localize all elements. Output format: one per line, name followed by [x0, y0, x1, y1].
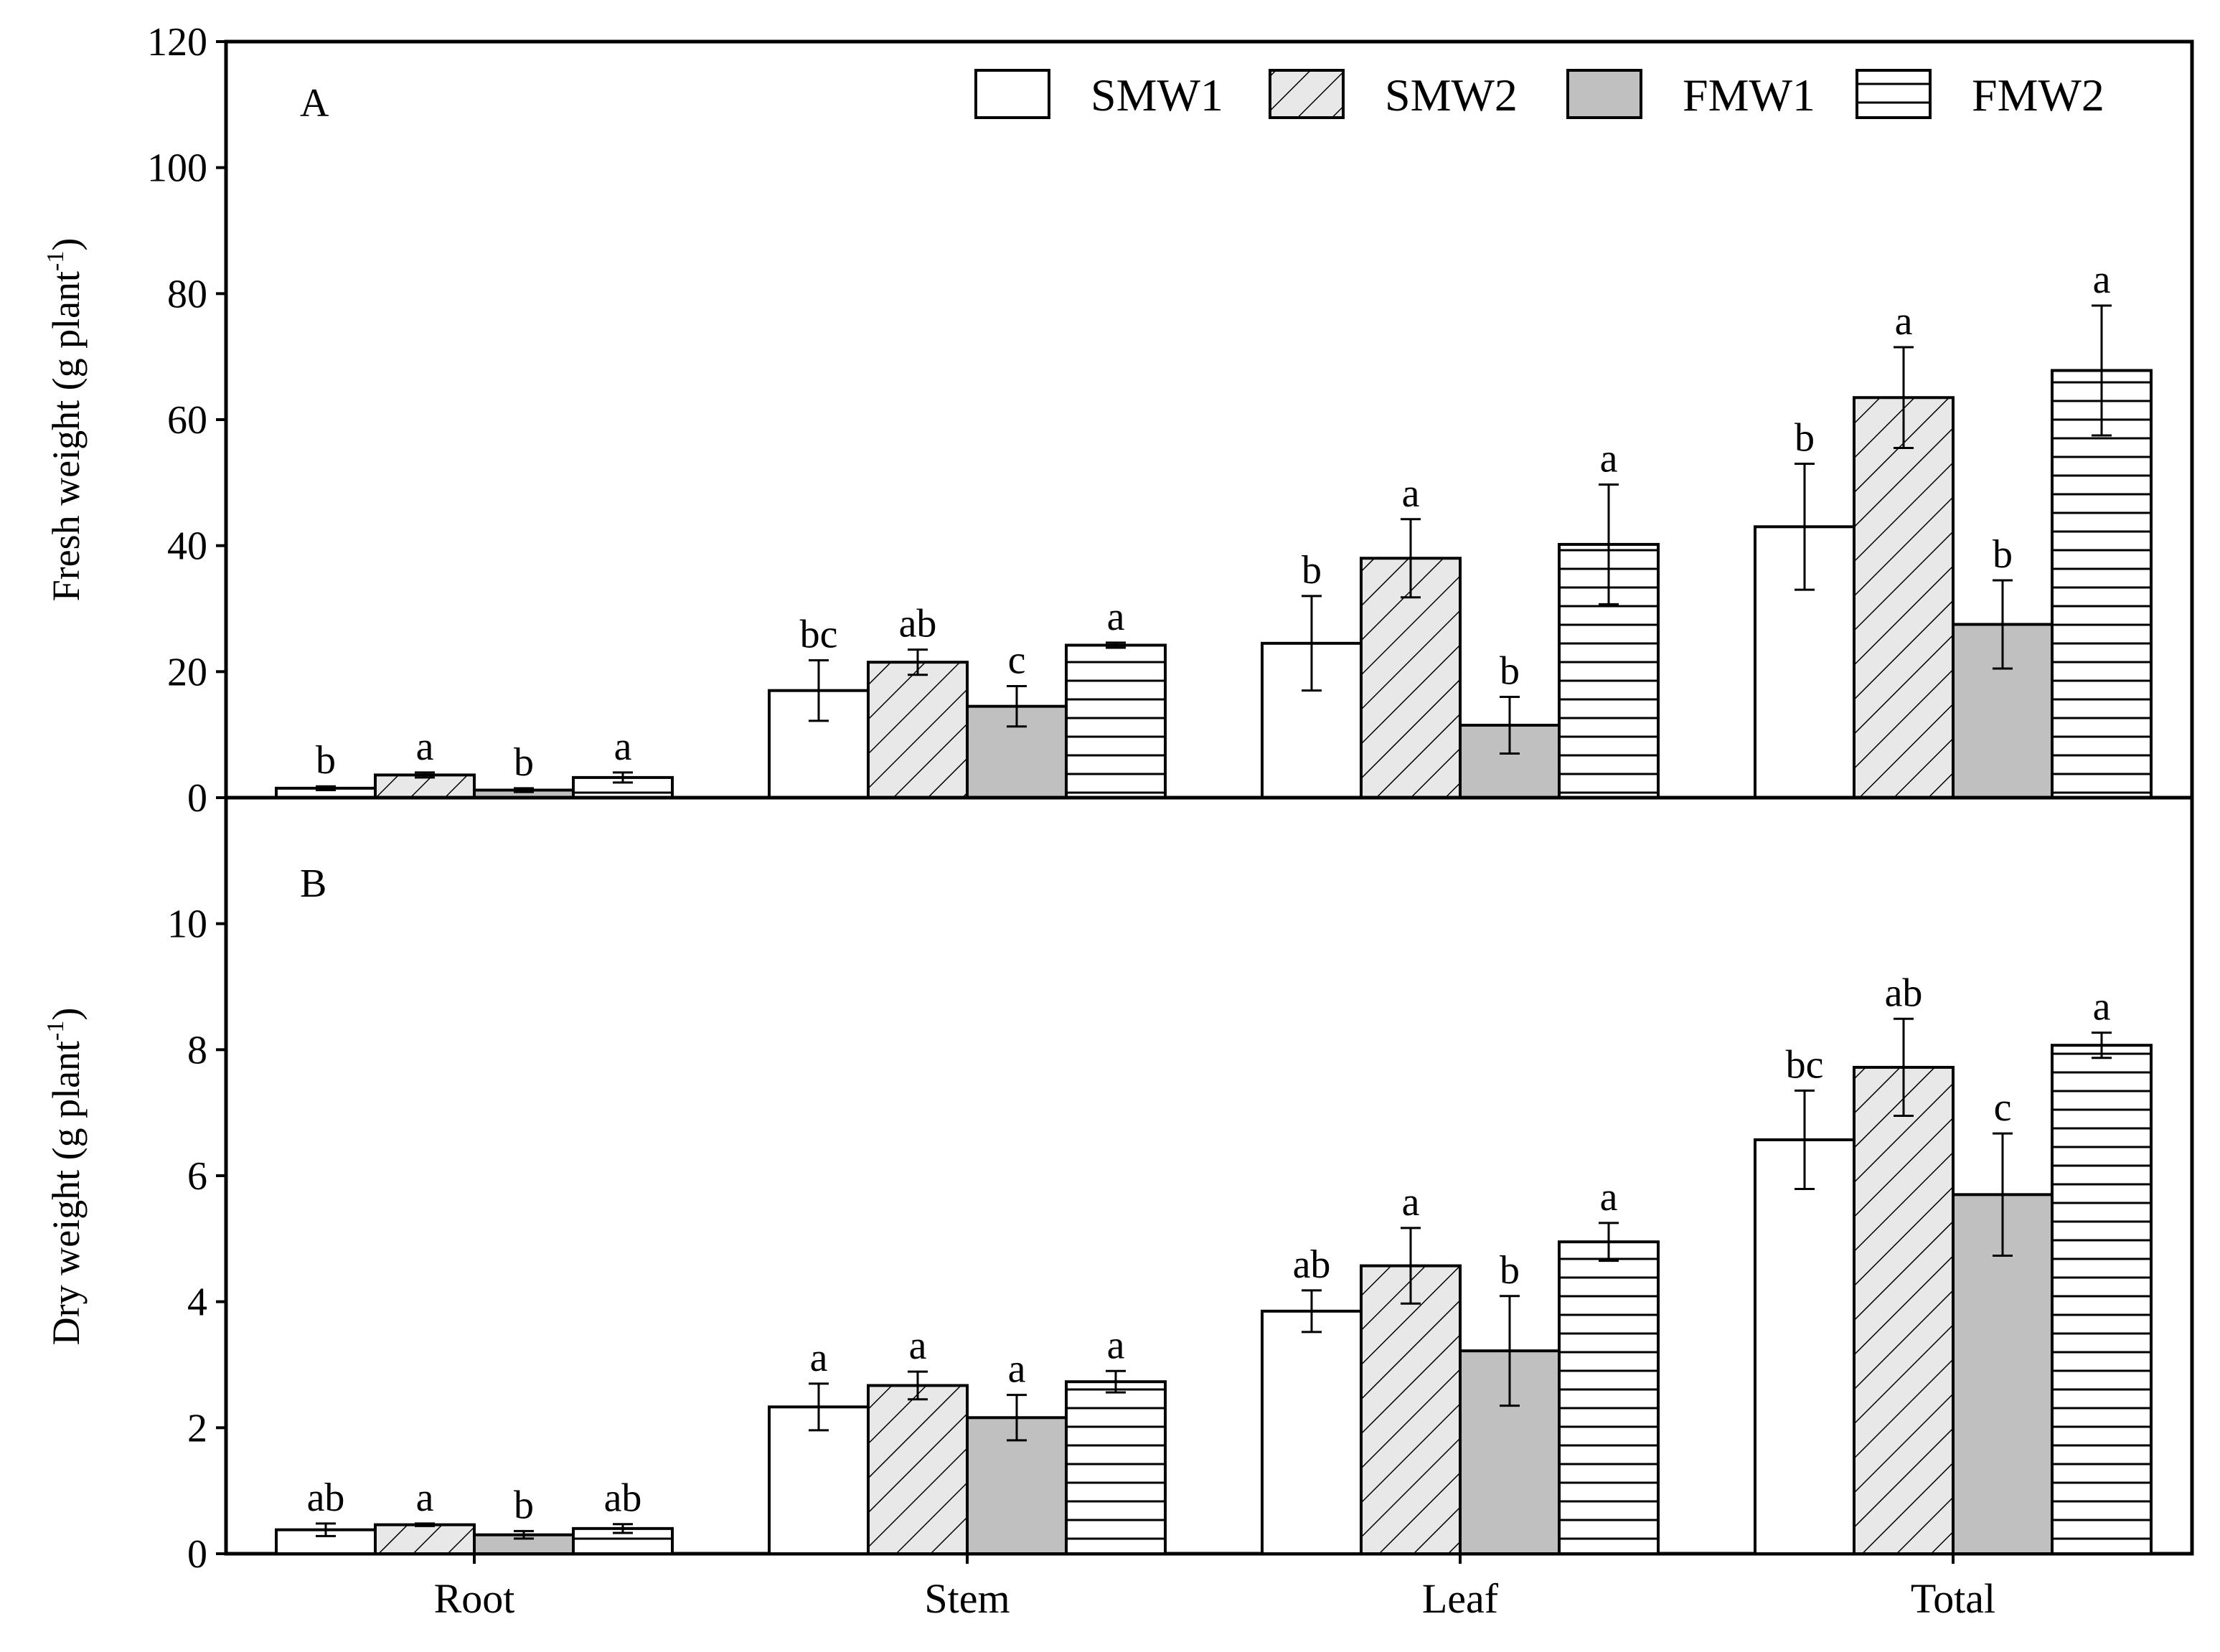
x-category-label-total: Total: [1911, 1575, 1995, 1622]
significance-letter: a: [1600, 436, 1618, 481]
bar-smw1-total: [1754, 1138, 1856, 1556]
legend-swatch-smw1: [974, 69, 1050, 119]
bar-smw2-stem: [867, 661, 969, 799]
y-tick-label: 100: [147, 146, 207, 191]
x-category-label-leaf: Leaf: [1422, 1575, 1499, 1622]
x-category-label-root: Root: [434, 1575, 515, 1622]
significance-letter: bc: [800, 613, 838, 657]
significance-letter: c: [1994, 1085, 2012, 1130]
panel-b-y-axis-label-close: ): [44, 1008, 88, 1021]
legend-label-smw1: SMW1: [1091, 70, 1223, 121]
bar-fmw2-stem: [1065, 1380, 1167, 1555]
y-tick-label: 20: [167, 650, 207, 694]
significance-letter: b: [1302, 548, 1322, 593]
panel-a-y-ticks: 0 20 40 60 80 100 120: [147, 20, 226, 821]
bar-fmw2-total: [2051, 1044, 2153, 1556]
significance-letter: a: [2093, 985, 2111, 1029]
bar-smw2-total: [1853, 1065, 1955, 1555]
significance-letter: ab: [604, 1476, 642, 1521]
x-category-label-stem: Stem: [924, 1575, 1010, 1622]
significance-letter: a: [1107, 1323, 1125, 1367]
significance-letter: a: [810, 1336, 828, 1380]
legend-swatch-fmw2: [1856, 69, 1932, 119]
panel-b-y-axis-label-main: Dry weight (g plant: [44, 1041, 88, 1345]
significance-letter: a: [1107, 595, 1125, 639]
legend-label-smw2: SMW2: [1385, 70, 1518, 121]
significance-letter: a: [416, 1476, 434, 1520]
legend: SMW1 SMW2 FMW1 FMW2: [974, 69, 2104, 121]
significance-letter: a: [1600, 1175, 1618, 1219]
bar-smw1-stem: [768, 1405, 870, 1556]
significance-letter: ab: [307, 1476, 345, 1520]
y-tick-label: 2: [187, 1406, 207, 1450]
y-tick-label: 4: [187, 1280, 207, 1325]
y-tick-label: 8: [187, 1028, 207, 1072]
significance-letter: b: [1795, 415, 1815, 460]
significance-letter: ab: [899, 602, 937, 646]
panel-a-y-axis-label: Fresh weight (g plant-1): [42, 238, 88, 602]
panel-b-y-ticks: 0 2 4 6 8 10: [167, 902, 226, 1577]
bar-fmw2-stem: [1065, 643, 1167, 800]
panel-a-y-axis-label-sup: -1: [42, 251, 69, 271]
legend-swatch-fmw1: [1566, 69, 1642, 119]
y-tick-label: 80: [167, 272, 207, 316]
significance-letter: a: [1402, 471, 1420, 516]
significance-letter: b: [514, 1483, 534, 1527]
y-tick-label: 0: [187, 1532, 207, 1577]
significance-letter: ab: [1885, 971, 1923, 1015]
significance-letter: b: [514, 740, 534, 785]
significance-letter: a: [614, 724, 632, 769]
significance-letter: ab: [1293, 1242, 1331, 1287]
panel-b-y-axis-label-sup: -1: [42, 1021, 69, 1041]
y-tick-label: 6: [187, 1154, 207, 1199]
x-category-labels: Root Stem Leaf Total: [434, 1554, 1995, 1622]
bar-smw2-stem: [867, 1384, 969, 1555]
panel-b-y-axis-label: Dry weight (g plant-1): [42, 1008, 88, 1346]
bar-smw1-leaf: [1261, 1309, 1363, 1555]
legend-label-fmw1: FMW1: [1683, 70, 1815, 121]
significance-letter: bc: [1786, 1042, 1824, 1087]
significance-letter: b: [1993, 532, 2013, 577]
significance-letter: a: [1008, 1347, 1026, 1392]
bar-fmw2-leaf: [1558, 1240, 1660, 1555]
legend-swatch-smw2: [1269, 69, 1345, 119]
panel-b-label: B: [300, 862, 326, 906]
legend-label-fmw2: FMW2: [1972, 70, 2104, 121]
significance-letter: a: [1895, 299, 1913, 344]
y-tick-label: 10: [167, 902, 207, 947]
significance-letter: a: [1402, 1180, 1420, 1224]
significance-letter: c: [1008, 638, 1026, 683]
y-tick-label: 0: [187, 776, 207, 821]
significance-letter: a: [2093, 258, 2111, 302]
significance-letter: b: [1500, 1248, 1520, 1293]
significance-letter: a: [416, 724, 434, 769]
significance-letter: b: [1500, 648, 1520, 693]
y-tick-label: 40: [167, 524, 207, 569]
bar-smw2-root: [374, 1523, 476, 1556]
y-tick-label: 60: [167, 398, 207, 443]
y-tick-label: 120: [147, 20, 207, 65]
panel-a-fresh-weight: A Fresh weight (g plant-1) 0 20 40 60 80 100 1…: [42, 20, 2194, 821]
bar-smw2-leaf: [1360, 1264, 1462, 1556]
bar-fmw2-total: [2051, 369, 2153, 799]
bar-smw2-total: [1853, 396, 1955, 799]
panel-a-y-axis-label-close: ): [44, 238, 88, 251]
panel-a-label: A: [300, 81, 329, 126]
significance-letter: b: [316, 738, 336, 783]
panel-a-y-axis-label-main: Fresh weight (g plant: [44, 271, 88, 601]
significance-letter: a: [909, 1323, 927, 1368]
